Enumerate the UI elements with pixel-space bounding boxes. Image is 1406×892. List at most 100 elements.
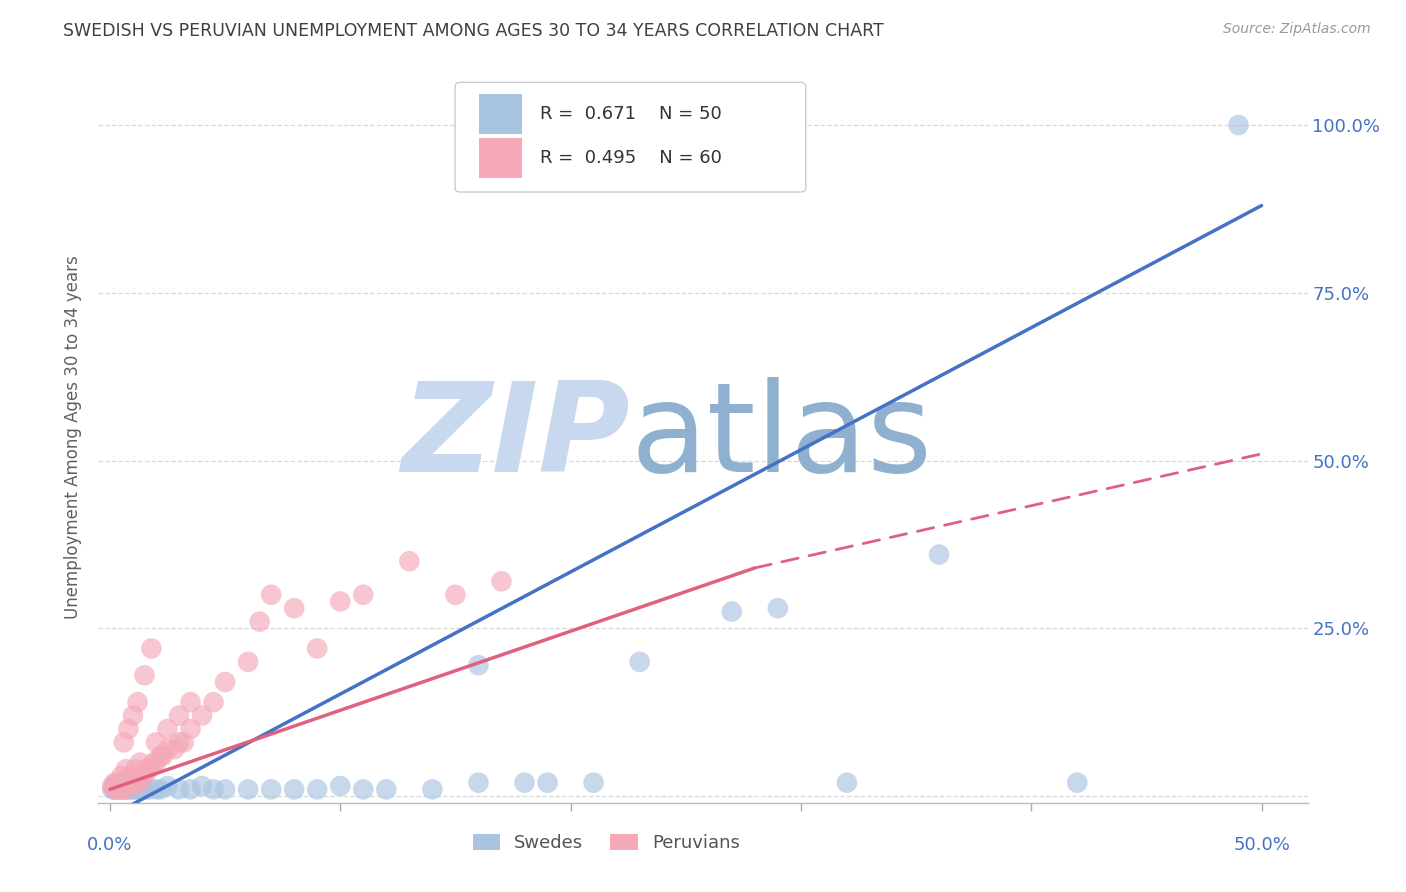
Point bbox=[202, 782, 225, 797]
Point bbox=[117, 722, 139, 736]
Point bbox=[444, 588, 467, 602]
Point bbox=[128, 756, 150, 770]
Point bbox=[180, 722, 202, 736]
Point bbox=[167, 735, 190, 749]
Text: SWEDISH VS PERUVIAN UNEMPLOYMENT AMONG AGES 30 TO 34 YEARS CORRELATION CHART: SWEDISH VS PERUVIAN UNEMPLOYMENT AMONG A… bbox=[63, 22, 884, 40]
Point bbox=[108, 775, 131, 789]
Point bbox=[214, 782, 236, 797]
Point bbox=[766, 601, 789, 615]
Point bbox=[105, 779, 128, 793]
Text: R =  0.671    N = 50: R = 0.671 N = 50 bbox=[540, 104, 721, 123]
Point bbox=[135, 762, 157, 776]
Point bbox=[422, 782, 444, 797]
Point bbox=[115, 782, 138, 797]
Point bbox=[117, 775, 139, 789]
Point bbox=[202, 695, 225, 709]
Point bbox=[101, 779, 124, 793]
Point bbox=[928, 548, 950, 562]
Point bbox=[115, 762, 138, 776]
Point bbox=[145, 782, 167, 797]
Point bbox=[138, 762, 160, 776]
FancyBboxPatch shape bbox=[479, 137, 522, 178]
FancyBboxPatch shape bbox=[456, 82, 806, 192]
Point bbox=[167, 708, 190, 723]
Point bbox=[180, 695, 202, 709]
Point bbox=[115, 779, 138, 793]
Point bbox=[117, 782, 139, 797]
Point bbox=[329, 779, 352, 793]
Point bbox=[105, 782, 128, 797]
Point bbox=[124, 762, 146, 776]
Point bbox=[283, 782, 305, 797]
Text: ZIP: ZIP bbox=[402, 376, 630, 498]
Point bbox=[108, 782, 131, 797]
Point bbox=[134, 769, 156, 783]
Point bbox=[103, 775, 125, 789]
Point bbox=[101, 782, 124, 797]
Point bbox=[108, 779, 131, 793]
Point bbox=[124, 775, 146, 789]
Point bbox=[134, 668, 156, 682]
Point bbox=[103, 779, 125, 793]
Point bbox=[112, 775, 135, 789]
Point bbox=[142, 756, 165, 770]
Point bbox=[115, 779, 138, 793]
Point bbox=[120, 769, 142, 783]
FancyBboxPatch shape bbox=[479, 94, 522, 134]
Point bbox=[329, 594, 352, 608]
Point bbox=[110, 782, 132, 797]
Point bbox=[260, 782, 283, 797]
Point bbox=[112, 735, 135, 749]
Point bbox=[582, 775, 605, 789]
Point bbox=[307, 641, 329, 656]
Point bbox=[112, 782, 135, 797]
Point bbox=[191, 779, 214, 793]
Text: 50.0%: 50.0% bbox=[1233, 836, 1289, 854]
Point bbox=[156, 722, 179, 736]
Point bbox=[122, 775, 145, 789]
Point bbox=[110, 779, 132, 793]
Point bbox=[145, 756, 167, 770]
Point bbox=[149, 748, 172, 763]
Point bbox=[260, 588, 283, 602]
Point bbox=[149, 782, 172, 797]
Point bbox=[236, 782, 259, 797]
Point bbox=[173, 735, 195, 749]
Point bbox=[138, 782, 160, 797]
Point bbox=[122, 708, 145, 723]
Point bbox=[127, 782, 149, 797]
Point bbox=[103, 782, 125, 797]
Point bbox=[120, 779, 142, 793]
Point bbox=[110, 779, 132, 793]
Point bbox=[152, 748, 174, 763]
Text: atlas: atlas bbox=[630, 376, 932, 498]
Point bbox=[536, 775, 558, 789]
Point bbox=[115, 775, 138, 789]
Point bbox=[128, 775, 150, 789]
Point bbox=[398, 554, 420, 568]
Point bbox=[128, 782, 150, 797]
Point bbox=[127, 772, 149, 787]
Point bbox=[112, 779, 135, 793]
Point bbox=[105, 775, 128, 789]
Point bbox=[156, 779, 179, 793]
Point bbox=[134, 782, 156, 797]
Point bbox=[180, 782, 202, 797]
Point bbox=[375, 782, 398, 797]
Point bbox=[720, 605, 742, 619]
Point bbox=[117, 779, 139, 793]
Point bbox=[467, 775, 489, 789]
Text: R =  0.495    N = 60: R = 0.495 N = 60 bbox=[540, 149, 721, 167]
Point bbox=[1066, 775, 1088, 789]
Point bbox=[105, 782, 128, 797]
Point bbox=[127, 695, 149, 709]
Point bbox=[117, 779, 139, 793]
Point bbox=[110, 769, 132, 783]
Point bbox=[124, 782, 146, 797]
Point bbox=[120, 782, 142, 797]
Point bbox=[191, 708, 214, 723]
Point bbox=[1227, 118, 1250, 132]
Point bbox=[145, 735, 167, 749]
Point bbox=[467, 658, 489, 673]
Point bbox=[236, 655, 259, 669]
